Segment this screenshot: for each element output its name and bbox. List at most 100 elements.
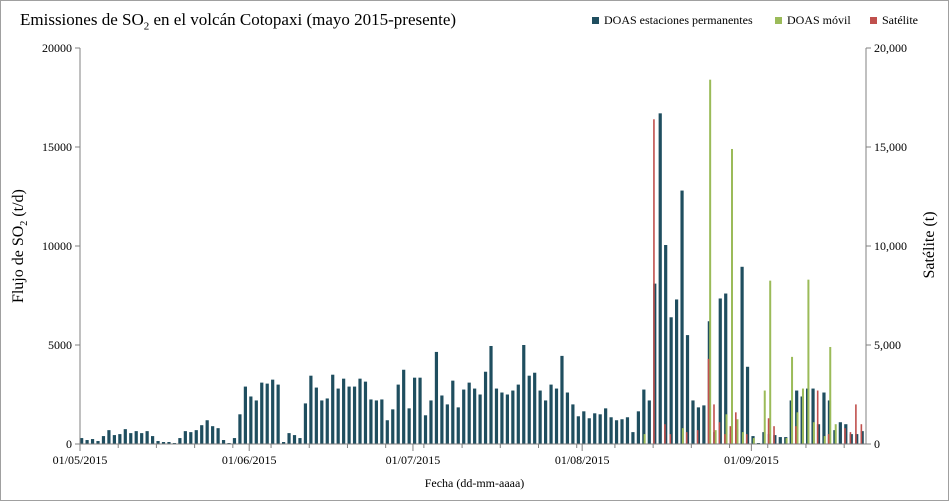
- bar-sat-lite-21-09-2015: [860, 424, 863, 444]
- bar-doas-estaciones-permanentes-17-05-2015: [167, 442, 171, 444]
- bar-doas-estaciones-permanentes-06-08-2015: [609, 417, 613, 444]
- bar-doas-estaciones-permanentes-22-05-2015: [194, 430, 198, 444]
- bar-doas-estaciones-permanentes-29-05-2015: [232, 438, 237, 444]
- bar-doas-estaciones-permanentes-12-09-2015: [811, 388, 815, 444]
- x-tick-label: 01/06/2015: [222, 453, 277, 467]
- bar-sat-lite-19-09-2015: [849, 432, 852, 444]
- bar-doas-estaciones-permanentes-28-07-2015: [560, 355, 564, 444]
- bar-doas-estaciones-permanentes-19-09-2015: [849, 434, 853, 444]
- bar-doas-estaciones-permanentes-21-07-2015: [522, 345, 526, 444]
- bar-doas-estaciones-permanentes-20-09-2015: [855, 434, 859, 444]
- bar-doas-estaciones-permanentes-18-08-2015: [675, 299, 679, 444]
- bar-sat-lite-13-09-2015: [816, 390, 819, 444]
- bar-doas-estaciones-permanentes-05-05-2015: [101, 436, 106, 444]
- bar-doas-estaciones-permanentes-09-07-2015: [456, 407, 460, 444]
- bar-doas-estaciones-permanentes-31-08-2015: [745, 366, 750, 444]
- bar-doas-estaciones-permanentes-19-07-2015: [511, 390, 515, 444]
- bar-doas-estaciones-permanentes-04-08-2015: [598, 414, 602, 444]
- bar-doas-m-vil-01-09-2015: [752, 438, 755, 444]
- bar-doas-m-vil-11-09-2015: [807, 279, 810, 444]
- bar-doas-m-vil-10-09-2015: [801, 388, 804, 444]
- y-tick-label: 5000: [48, 338, 72, 352]
- bar-doas-estaciones-permanentes-25-06-2015: [380, 399, 384, 444]
- bar-doas-estaciones-permanentes-27-06-2015: [391, 409, 395, 444]
- bar-doas-estaciones-permanentes-25-07-2015: [544, 400, 548, 444]
- y2-tick-label: 20,000: [874, 41, 907, 55]
- bar-doas-m-vil-14-09-2015: [823, 436, 826, 444]
- bar-doas-m-vil-15-09-2015: [829, 346, 832, 444]
- bar-doas-estaciones-permanentes-08-08-2015: [620, 419, 624, 444]
- bar-doas-estaciones-permanentes-28-06-2015: [396, 384, 400, 444]
- bar-sat-lite-04-09-2015: [767, 418, 770, 444]
- bar-doas-estaciones-permanentes-02-08-2015: [587, 418, 591, 444]
- bar-doas-estaciones-permanentes-02-05-2015: [85, 440, 89, 444]
- bar-doas-m-vil-30-08-2015: [741, 432, 744, 444]
- bar-doas-estaciones-permanentes-24-07-2015: [538, 390, 542, 444]
- bar-doas-estaciones-permanentes-27-07-2015: [554, 388, 559, 444]
- bar-sat-lite-22-08-2015: [696, 430, 699, 444]
- bar-doas-estaciones-permanentes-12-06-2015: [309, 375, 313, 444]
- bar-sat-lite-24-08-2015: [707, 358, 710, 444]
- bar-sat-lite-28-08-2015: [729, 426, 732, 444]
- bar-doas-estaciones-permanentes-24-05-2015: [205, 420, 209, 444]
- bar-doas-estaciones-permanentes-09-05-2015: [123, 429, 127, 444]
- bar-doas-estaciones-permanentes-13-06-2015: [314, 387, 318, 444]
- bar-doas-estaciones-permanentes-20-06-2015: [352, 386, 357, 444]
- bar-doas-estaciones-permanentes-31-07-2015: [576, 416, 580, 444]
- bar-doas-estaciones-permanentes-07-06-2015: [282, 442, 286, 444]
- bar-doas-estaciones-permanentes-15-05-2015: [156, 441, 160, 444]
- bar-sat-lite-16-08-2015: [664, 424, 666, 444]
- bar-doas-estaciones-permanentes-23-05-2015: [200, 425, 204, 444]
- bar-sat-lite-25-08-2015: [713, 404, 715, 444]
- bar-doas-estaciones-permanentes-14-09-2015: [822, 392, 826, 444]
- bar-doas-estaciones-permanentes-03-05-2015: [90, 439, 95, 444]
- bar-doas-estaciones-permanentes-14-06-2015: [320, 400, 324, 444]
- bar-doas-estaciones-permanentes-05-08-2015: [604, 408, 608, 444]
- bar-doas-estaciones-permanentes-11-06-2015: [303, 403, 308, 444]
- legend-label: Satélite: [882, 13, 918, 27]
- bar-doas-estaciones-permanentes-04-05-2015: [96, 441, 100, 444]
- bar-doas-estaciones-permanentes-14-07-2015: [483, 371, 488, 444]
- bar-doas-estaciones-permanentes-16-08-2015: [664, 245, 668, 444]
- y-tick-label: 15000: [42, 140, 72, 154]
- bar-doas-estaciones-permanentes-04-07-2015: [429, 400, 433, 444]
- bar-doas-estaciones-permanentes-20-08-2015: [685, 335, 690, 444]
- bar-doas-estaciones-permanentes-06-07-2015: [440, 395, 444, 444]
- x-tick-label: 01/07/2015: [386, 453, 441, 467]
- bar-doas-m-vil-29-08-2015: [736, 419, 739, 444]
- bar-doas-m-vil-12-08-2015: [643, 434, 646, 444]
- y2-tick-label: 15,000: [874, 140, 907, 154]
- bar-doas-estaciones-permanentes-04-06-2015: [265, 383, 269, 444]
- x-tick-label: 01/08/2015: [555, 453, 610, 467]
- y-tick-label: 10000: [42, 239, 72, 253]
- bar-doas-estaciones-permanentes-17-07-2015: [500, 392, 504, 444]
- legend-label: DOAS móvil: [787, 13, 851, 27]
- bar-doas-estaciones-permanentes-01-06-2015: [249, 396, 253, 444]
- bar-doas-estaciones-permanentes-01-07-2015: [413, 377, 417, 444]
- bar-doas-estaciones-permanentes-17-06-2015: [336, 388, 340, 444]
- bar-doas-estaciones-permanentes-19-08-2015: [680, 190, 684, 444]
- bar-doas-estaciones-permanentes-24-06-2015: [374, 400, 378, 444]
- bar-doas-estaciones-permanentes-05-09-2015: [773, 435, 777, 444]
- bar-doas-estaciones-permanentes-21-06-2015: [358, 378, 362, 444]
- x-tick-label: 01/09/2015: [724, 453, 779, 467]
- bar-doas-estaciones-permanentes-22-07-2015: [527, 375, 531, 444]
- legend-swatch: [775, 17, 782, 24]
- bar-doas-estaciones-permanentes-08-05-2015: [118, 434, 122, 444]
- bar-doas-estaciones-permanentes-16-06-2015: [331, 374, 335, 444]
- bar-doas-m-vil-04-09-2015: [769, 280, 772, 444]
- bar-doas-estaciones-permanentes-19-05-2015: [178, 438, 182, 444]
- bar-sat-lite-05-09-2015: [773, 426, 775, 444]
- bar-doas-estaciones-permanentes-07-05-2015: [112, 435, 116, 444]
- bar-doas-estaciones-permanentes-18-09-2015: [844, 424, 848, 444]
- bar-doas-estaciones-permanentes-13-07-2015: [478, 394, 482, 444]
- bar-doas-estaciones-permanentes-13-09-2015: [816, 424, 821, 444]
- bar-doas-estaciones-permanentes-26-08-2015: [718, 298, 722, 444]
- bar-doas-m-vil-24-08-2015: [709, 79, 712, 445]
- bar-doas-estaciones-permanentes-22-06-2015: [363, 381, 368, 444]
- bar-doas-estaciones-permanentes-06-05-2015: [107, 430, 111, 444]
- legend-swatch: [870, 17, 877, 24]
- bar-doas-estaciones-permanentes-02-07-2015: [418, 377, 422, 444]
- x-tick-label: 01/05/2015: [53, 453, 108, 467]
- bar-doas-estaciones-permanentes-15-06-2015: [325, 398, 329, 444]
